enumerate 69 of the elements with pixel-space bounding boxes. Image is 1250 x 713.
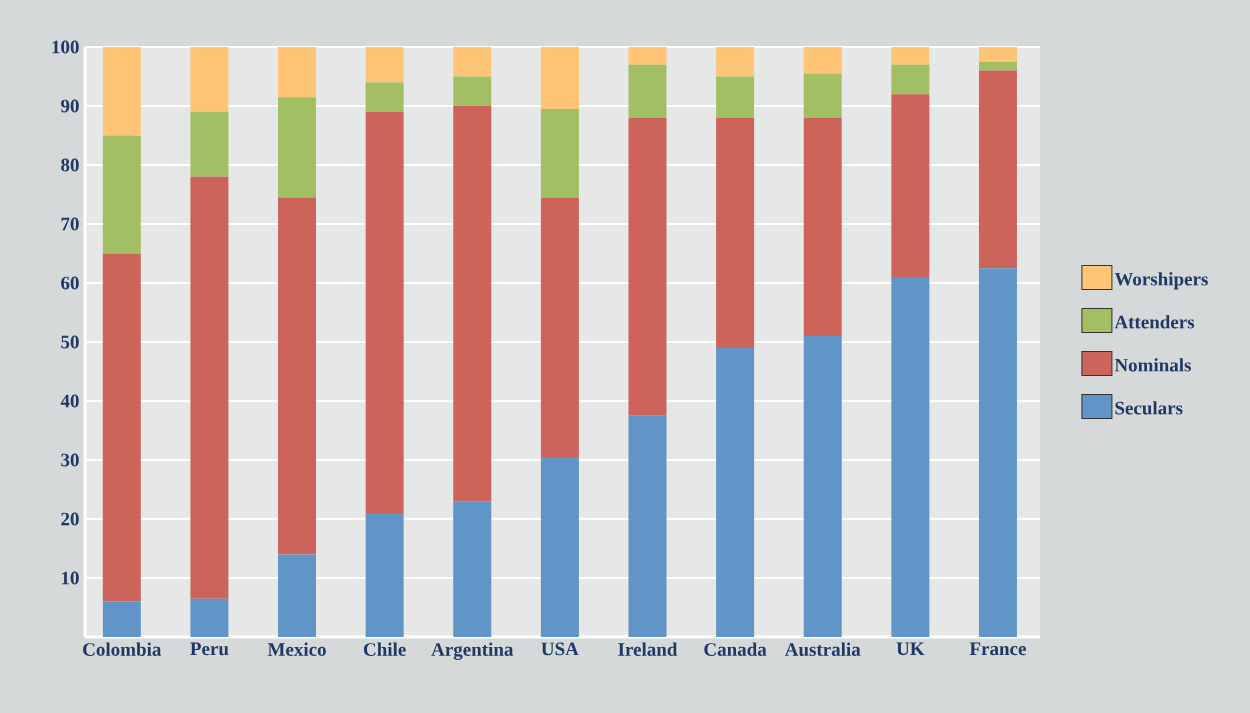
x-tick-label: UK	[896, 642, 925, 656]
legend-label: Seculars	[1115, 401, 1183, 415]
x-tick-label: France	[969, 642, 1026, 656]
bar	[628, 117, 667, 416]
bar	[803, 73, 842, 118]
x-tick-label: USA	[541, 642, 579, 656]
bar	[190, 111, 229, 177]
bar	[278, 554, 317, 637]
bar	[716, 347, 755, 637]
x-tick-label: Colombia	[83, 642, 162, 656]
x-tick-label: Chile	[363, 642, 406, 656]
y-tick-label: 60	[61, 276, 79, 290]
bar	[628, 415, 667, 637]
bar	[891, 64, 930, 95]
bar	[628, 64, 667, 118]
y-tick-label: 40	[60, 394, 79, 408]
bar	[716, 76, 755, 118]
bar	[978, 47, 1017, 62]
bar	[453, 76, 492, 106]
y-tick-label: 20	[61, 512, 79, 526]
y-tick-label: 70	[61, 217, 79, 231]
legend-label: Attenders	[1114, 315, 1195, 329]
bar	[891, 94, 930, 278]
x-tick-label: Peru	[190, 642, 229, 656]
y-tick-label: 50	[61, 335, 79, 349]
y-tick-label: 80	[61, 158, 79, 172]
x-tick-label: Ireland	[618, 642, 678, 656]
x-tick-label: Argentina	[431, 642, 514, 660]
bar	[278, 197, 317, 555]
bar	[365, 47, 404, 83]
bar	[365, 82, 404, 112]
bar	[628, 47, 667, 65]
bar	[453, 47, 492, 77]
bar	[803, 336, 842, 637]
bar	[365, 111, 404, 514]
bar	[891, 47, 930, 65]
bar	[716, 47, 755, 77]
y-tick-label: 30	[61, 453, 79, 467]
bar	[190, 598, 229, 637]
y-tick-label: 90	[60, 99, 79, 113]
bar	[716, 117, 755, 348]
bar	[891, 277, 930, 637]
bar	[190, 176, 229, 599]
y-tick-label: 100	[52, 40, 79, 54]
bar	[453, 501, 492, 637]
y-tick-label: 10	[61, 571, 79, 585]
bar	[102, 253, 141, 602]
bar	[540, 47, 579, 109]
bar	[453, 106, 492, 502]
bar	[278, 97, 317, 198]
bar	[803, 117, 842, 337]
bar	[102, 135, 141, 254]
x-tick-label: Canada	[704, 642, 767, 656]
legend-label: Worshipers	[1114, 272, 1208, 290]
bar	[102, 601, 141, 637]
bar	[978, 61, 1017, 71]
bar	[803, 47, 842, 74]
x-tick-label: Mexico	[267, 642, 326, 656]
bar	[278, 47, 317, 98]
bar	[102, 47, 141, 136]
bar	[540, 457, 579, 637]
legend-label: Nominals	[1114, 358, 1192, 372]
bar	[540, 108, 579, 198]
bar	[978, 70, 1017, 269]
bar	[365, 513, 404, 637]
bar	[978, 268, 1017, 637]
x-tick-label: Australia	[784, 642, 861, 656]
bar	[540, 197, 579, 458]
bar	[190, 47, 229, 112]
